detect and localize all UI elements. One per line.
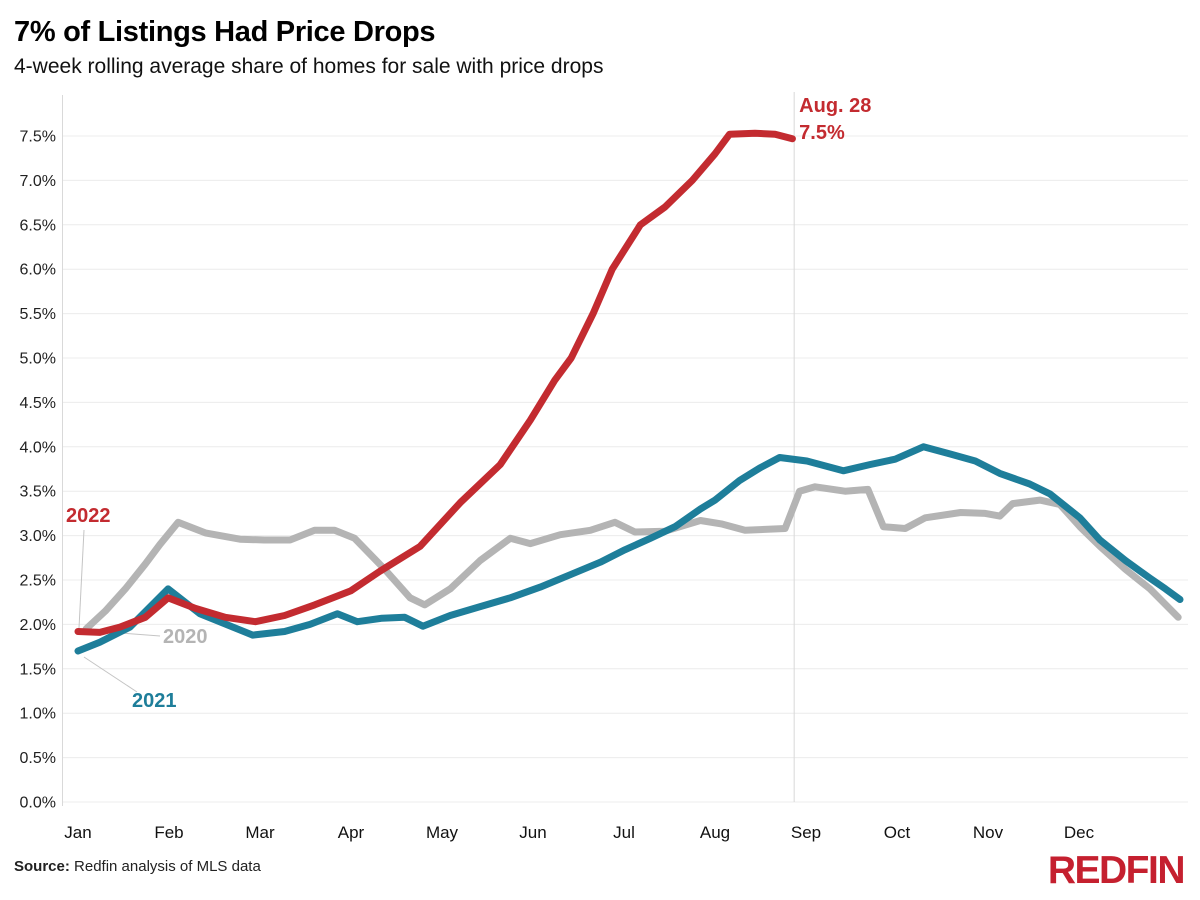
y-tick-label: 3.0% [20, 528, 56, 545]
y-tick-label: 1.5% [20, 661, 56, 678]
x-tick-label: Mar [245, 823, 275, 842]
series-label-2021: 2021 [132, 690, 177, 712]
page-title: 7% of Listings Had Price Drops [14, 16, 436, 48]
label-leader-line-2021 [83, 656, 138, 693]
x-tick-label: Oct [884, 823, 911, 842]
series-line-2022 [74, 129, 796, 636]
y-tick-label: 5.0% [20, 351, 56, 368]
y-tick-label: 0.5% [20, 750, 56, 767]
redfin-logo: REDFIN [1047, 849, 1186, 892]
y-tick-label: 7.5% [20, 129, 56, 146]
annotation-value: 7.5% [799, 122, 845, 144]
x-tick-label: Sep [791, 823, 821, 842]
x-tick-label: Dec [1064, 823, 1095, 842]
y-tick-label: 6.0% [20, 262, 56, 279]
annotation-date: Aug. 28 [799, 95, 871, 117]
source-text: Redfin analysis of MLS data [74, 858, 261, 875]
y-tick-label: 4.5% [20, 395, 56, 412]
y-tick-label: 6.5% [20, 217, 56, 234]
y-tick-label: 7.0% [20, 173, 56, 190]
y-tick-label: 2.0% [20, 617, 56, 634]
x-tick-label: Aug [700, 823, 730, 842]
label-leader-line-2022 [78, 529, 85, 629]
page-subtitle: 4-week rolling average share of homes fo… [14, 55, 604, 78]
x-tick-label: Apr [338, 823, 365, 842]
y-tick-label: 3.5% [20, 484, 56, 501]
series-line-2020 [82, 483, 1182, 633]
y-tick-label: 0.0% [20, 795, 56, 812]
y-tick-label: 1.0% [20, 706, 56, 723]
x-tick-label: Jan [64, 823, 91, 842]
source-note: Source: Redfin analysis of MLS data [14, 858, 261, 875]
x-tick-label: Nov [973, 823, 1004, 842]
series-label-2022: 2022 [66, 505, 111, 527]
source-label: Source: [14, 858, 70, 875]
series-label-2020: 2020 [163, 626, 208, 648]
y-tick-label: 5.5% [20, 306, 56, 323]
series-line-2021 [74, 443, 1184, 655]
y-tick-label: 4.0% [20, 439, 56, 456]
x-tick-label: May [426, 823, 459, 842]
x-tick-label: Jul [613, 823, 635, 842]
x-tick-label: Feb [154, 823, 183, 842]
x-tick-label: Jun [519, 823, 546, 842]
y-tick-label: 2.5% [20, 573, 56, 590]
